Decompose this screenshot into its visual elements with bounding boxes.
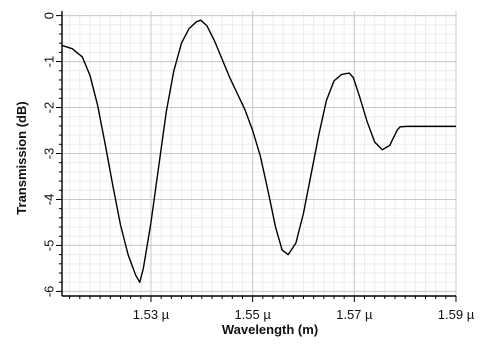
y-tick-label: -4 — [42, 194, 57, 206]
x-tick-labels: 1.53 µ 1.55 µ 1.57 µ 1.59 µ — [133, 307, 475, 322]
y-tick-labels: 0 -1 -2 -3 -4 -5 -6 — [42, 12, 57, 297]
y-tick-label: 0 — [42, 12, 57, 19]
y-tick-label: -5 — [42, 240, 57, 252]
x-tick-label: 1.55 µ — [234, 307, 271, 322]
y-axis-title: Transmission (dB) — [14, 101, 29, 214]
transmission-line — [61, 19, 456, 283]
x-axis-title: Wavelength (m) — [222, 322, 318, 337]
y-tick-label: -1 — [42, 56, 57, 68]
major-grid — [62, 11, 457, 296]
x-tick-label: 1.53 µ — [133, 307, 170, 322]
x-tick-label: 1.59 µ — [438, 307, 475, 322]
y-tick-label: -6 — [42, 286, 57, 298]
x-tick-label: 1.57 µ — [336, 307, 373, 322]
axes — [56, 11, 457, 302]
y-tick-label: -2 — [42, 102, 57, 114]
y-tick-label: -3 — [42, 148, 57, 160]
